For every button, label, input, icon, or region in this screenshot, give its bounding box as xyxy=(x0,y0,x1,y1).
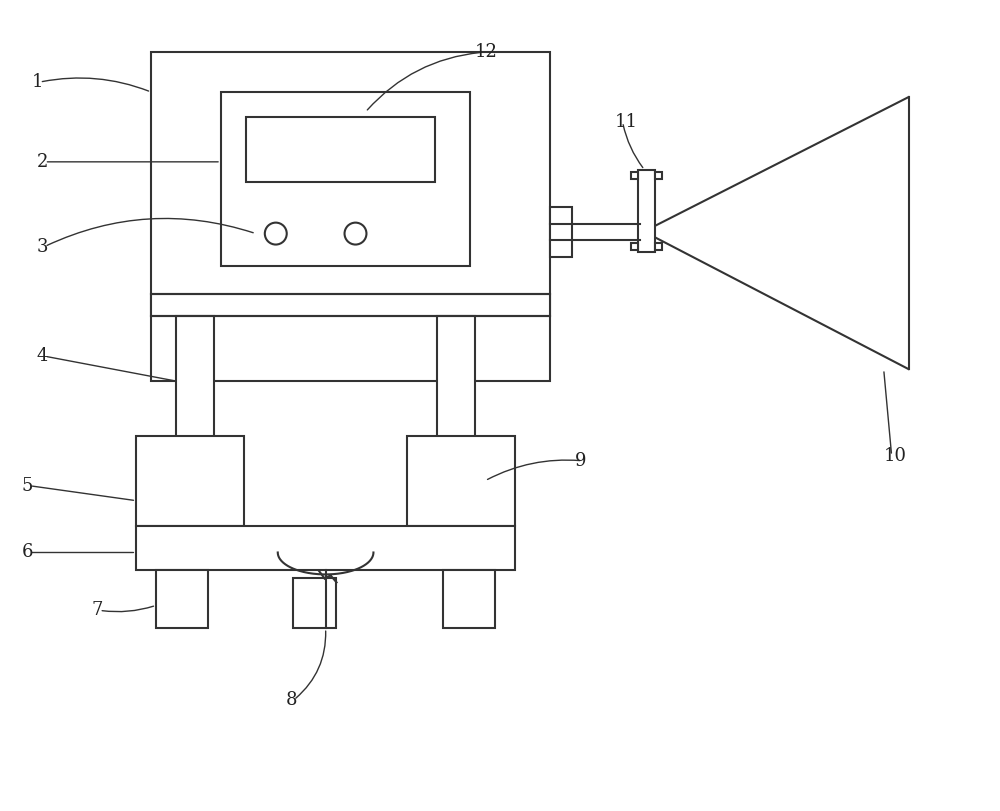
Bar xyxy=(631,172,638,178)
Text: 7: 7 xyxy=(91,601,103,620)
Text: 4: 4 xyxy=(37,347,48,365)
Bar xyxy=(246,117,435,182)
Bar xyxy=(151,52,550,381)
Bar xyxy=(407,436,515,526)
Bar xyxy=(443,570,495,629)
Text: 8: 8 xyxy=(286,691,297,709)
Text: 12: 12 xyxy=(475,43,498,61)
Text: 2: 2 xyxy=(37,152,48,171)
Bar xyxy=(437,316,475,496)
Bar xyxy=(156,570,208,629)
Text: 5: 5 xyxy=(22,477,33,495)
Bar xyxy=(631,242,638,250)
Bar xyxy=(655,242,662,250)
Bar xyxy=(293,578,336,629)
Text: 3: 3 xyxy=(37,238,48,255)
Text: 6: 6 xyxy=(22,543,33,561)
Text: 9: 9 xyxy=(575,452,586,470)
Bar xyxy=(151,294,550,316)
Text: 10: 10 xyxy=(884,447,907,465)
Bar xyxy=(638,169,655,251)
Bar xyxy=(176,316,214,496)
Bar xyxy=(136,526,515,570)
Bar xyxy=(655,172,662,178)
Bar xyxy=(221,92,470,267)
Bar xyxy=(550,207,572,256)
Text: 1: 1 xyxy=(32,73,43,91)
Bar xyxy=(136,436,244,526)
Text: 11: 11 xyxy=(615,113,638,131)
